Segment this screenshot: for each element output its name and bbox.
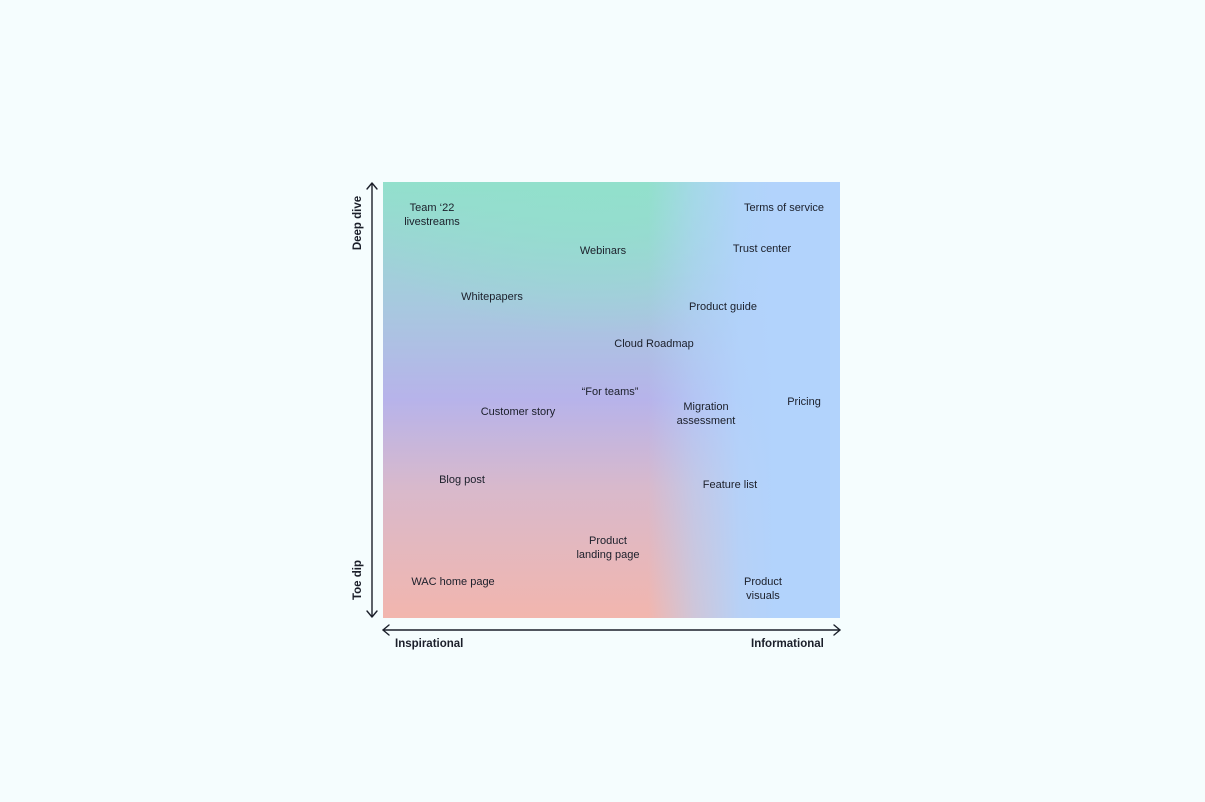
- x-axis-left-label: Inspirational: [395, 638, 464, 650]
- x-axis-arrow-left: [382, 624, 390, 636]
- item-migration-assessment: Migration assessment: [676, 401, 736, 427]
- x-axis-right-label: Informational: [751, 638, 824, 650]
- item-team22-livestreams: Team ‘22 livestreams: [404, 202, 460, 228]
- item-product-guide: Product guide: [689, 301, 757, 313]
- item-blog-post: Blog post: [439, 474, 485, 486]
- quadrant-area: [383, 182, 840, 618]
- gradient-blue-right: [383, 182, 840, 618]
- y-axis-top-label: Deep dive: [352, 195, 364, 251]
- x-axis-arrow-right: [833, 624, 841, 636]
- y-axis-bottom-label: Toe dip: [352, 559, 364, 601]
- item-for-teams: “For teams”: [581, 386, 639, 398]
- y-axis-arrow-top: [366, 182, 378, 190]
- item-product-visuals: Product visuals: [744, 576, 782, 602]
- y-axis-arrow-bottom: [366, 610, 378, 618]
- item-customer-story: Customer story: [480, 406, 556, 418]
- item-wac-home-page: WAC home page: [411, 576, 495, 588]
- item-pricing: Pricing: [787, 396, 821, 408]
- item-feature-list: Feature list: [702, 479, 758, 491]
- item-product-landing-page: Product landing page: [576, 535, 640, 561]
- item-webinars: Webinars: [579, 245, 627, 257]
- item-trust-center: Trust center: [732, 243, 792, 255]
- item-terms-of-service: Terms of service: [743, 202, 825, 214]
- item-cloud-roadmap: Cloud Roadmap: [614, 338, 694, 350]
- item-whitepapers: Whitepapers: [461, 291, 523, 303]
